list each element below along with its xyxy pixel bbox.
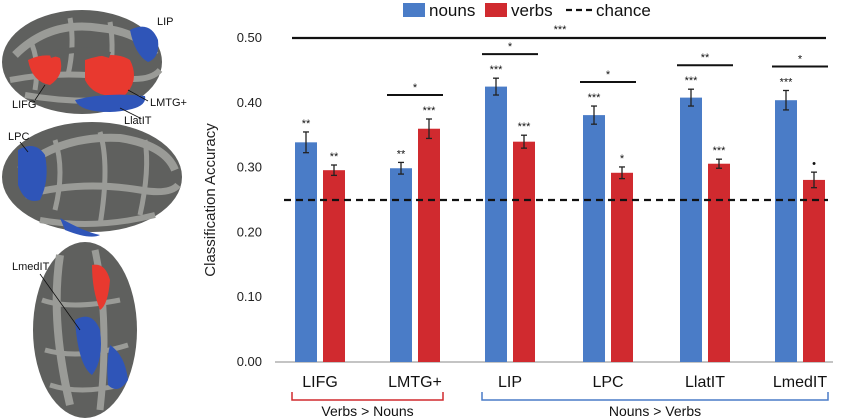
y-tick-label: 0.40 <box>237 95 262 110</box>
category-label-LPC: LPC <box>592 374 623 391</box>
pairwise-significance: * <box>413 82 418 94</box>
brain-blue-region-lpc <box>18 146 47 201</box>
legend-label-chance: chance <box>596 1 651 20</box>
brain-panel: LIP LIFG LMTG+ LlatIT LPC <box>2 10 187 418</box>
group-label: Verbs > Nouns <box>321 403 413 419</box>
category-label-LMTG+: LMTG+ <box>388 374 442 391</box>
bar-nouns-LMTG+ <box>390 168 412 362</box>
brain-red-region-lifg <box>28 55 62 85</box>
category-label-LmedIT: LmedIT <box>773 374 827 391</box>
y-tick-label: 0.00 <box>237 354 262 369</box>
category-label-LIP: LIP <box>498 374 522 391</box>
legend-label-nouns: nouns <box>429 1 475 20</box>
bar-verbs-LPC <box>611 172 633 362</box>
bar-significance: • <box>812 158 816 170</box>
brain-blue-region-lip <box>130 26 159 63</box>
bar-verbs-LlatIT <box>708 163 730 362</box>
category-label-LlatIT: LlatIT <box>685 374 725 391</box>
bar-significance: ** <box>330 151 339 163</box>
brain-label-lmedit: LmedIT <box>12 261 50 273</box>
bar-nouns-LmedIT <box>775 100 797 362</box>
brain-red-region-lmtg <box>85 55 134 96</box>
brain-medial-view: LPC <box>2 122 182 237</box>
y-tick-label: 0.10 <box>237 289 262 304</box>
bar-significance: *** <box>780 76 794 88</box>
brain-blue-region-lmedit <box>75 316 101 375</box>
bar-nouns-LIFG <box>295 142 317 362</box>
brain-label-lifg: LIFG <box>12 99 36 111</box>
y-tick-label: 0.20 <box>237 224 262 239</box>
bars <box>295 77 825 362</box>
y-tick-label: 0.30 <box>237 160 262 175</box>
y-tick-label: 0.50 <box>237 30 262 45</box>
pairwise-significance: * <box>606 69 611 81</box>
bar-significance: ** <box>302 118 311 130</box>
pairwise-significance: * <box>508 41 513 53</box>
y-axis-title: Classification Accuracy <box>202 123 219 277</box>
overall-significance: *** <box>554 24 568 36</box>
brain-label-lmtg: LMTG+ <box>150 97 187 109</box>
pairwise-significance: * <box>798 53 803 65</box>
bar-significance: *** <box>588 92 602 104</box>
brain-label-llatit: LlatIT <box>124 115 152 127</box>
bar-significance: * <box>620 153 625 165</box>
group-brackets: Verbs > Nouns Nouns > Verbs <box>291 392 829 419</box>
brain-label-lpc: LPC <box>8 131 29 143</box>
bar-significance: *** <box>518 121 532 133</box>
brain-ventral-view: LmedIT <box>12 242 137 418</box>
pairwise-significance: ** <box>701 52 710 64</box>
brain-blue-region-llatit <box>75 94 146 112</box>
legend-swatch-verbs <box>485 3 507 17</box>
bar-verbs-LMTG+ <box>418 128 440 362</box>
legend-label-verbs: verbs <box>511 1 553 20</box>
bar-significance: *** <box>713 145 727 157</box>
group-bracket <box>481 392 829 401</box>
brain-lateral-view: LIP LIFG LMTG+ LlatIT <box>2 10 187 127</box>
significance-annotations: ******* *****************************•* <box>284 24 828 202</box>
category-labels: LIFG LMTG+ LIP LPC LlatIT LmedIT <box>302 374 827 391</box>
brain-label-lip: LIP <box>157 16 174 28</box>
bar-nouns-LlatIT <box>680 97 702 362</box>
group-label: Nouns > Verbs <box>609 403 701 419</box>
category-label-LIFG: LIFG <box>302 374 338 391</box>
bar-verbs-LIP <box>513 141 535 362</box>
bar-nouns-LIP <box>485 86 507 362</box>
y-axis-ticks: 0.00 0.10 0.20 0.30 0.40 0.50 <box>237 30 262 369</box>
brain-red-region-ventral <box>92 264 110 310</box>
bar-significance: ** <box>397 148 406 160</box>
bar-verbs-LmedIT <box>803 179 825 362</box>
bar-significance: *** <box>423 105 437 117</box>
legend-swatch-nouns <box>403 3 425 17</box>
group-bracket <box>291 392 444 401</box>
bar-verbs-LIFG <box>323 170 345 362</box>
legend: nouns verbs chance <box>403 1 651 20</box>
bar-significance: *** <box>490 64 504 76</box>
bar-significance: *** <box>685 75 699 87</box>
bar-nouns-LPC <box>583 115 605 362</box>
